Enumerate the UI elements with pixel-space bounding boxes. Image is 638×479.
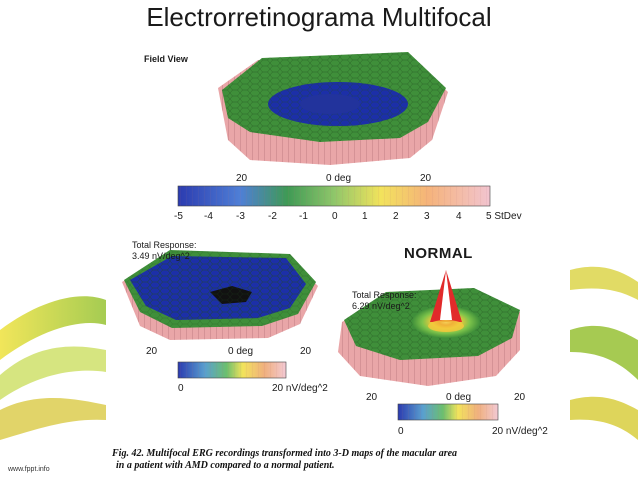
normal-axis-right: 20 <box>514 392 526 403</box>
stdev-tick: 4 <box>456 211 462 222</box>
caption-line-2: in a patient with AMD compared to a norm… <box>116 460 335 471</box>
top-axis-center: 0 deg <box>326 173 352 184</box>
normal-axis-center: 0 deg <box>446 392 472 403</box>
normal-scale-max: 20 nV/deg^2 <box>492 426 548 437</box>
amd-axis-center: 0 deg <box>228 346 254 357</box>
top-axis-right: 20 <box>420 173 432 184</box>
field-view-label: Field View <box>144 54 188 64</box>
slide-title: Electrorretinograma Multifocal <box>146 2 492 32</box>
top-axis-left: 20 <box>236 173 248 184</box>
stdev-tick: 1 <box>362 211 368 222</box>
stdev-tick: -5 <box>174 211 183 222</box>
amd-axis-left: 20 <box>146 346 158 357</box>
stdev-tick: -4 <box>204 211 213 222</box>
normal-title: NORMAL <box>404 245 473 262</box>
stdev-tick: -3 <box>236 211 245 222</box>
stdev-tick: 2 <box>393 211 399 222</box>
amd-scale-min: 0 <box>178 383 184 394</box>
normal-scale-min: 0 <box>398 426 404 437</box>
stdev-tick: 5 StDev <box>486 211 522 222</box>
stdev-tick: -1 <box>299 211 308 222</box>
normal-response-label: Total Response: <box>352 290 417 300</box>
stdev-tick: 0 <box>332 211 338 222</box>
amd-scale-max: 20 nV/deg^2 <box>272 383 328 394</box>
field-view-map <box>218 52 448 165</box>
amd-axis-right: 20 <box>300 346 312 357</box>
amd-response-label: Total Response: <box>132 240 197 250</box>
figure-caption: Fig. 42. Multifocal ERG recordings trans… <box>112 448 582 472</box>
amd-response-value: 3.49 nV/deg^2 <box>132 251 190 261</box>
stdev-tick: -2 <box>268 211 277 222</box>
normal-map <box>338 270 520 386</box>
caption-line-1: Fig. 42. Multifocal ERG recordings trans… <box>112 448 458 459</box>
amd-map <box>122 250 318 340</box>
stdev-tick: 3 <box>424 211 430 222</box>
normal-axis-left: 20 <box>366 392 378 403</box>
footer-url[interactable]: www.fppt.info <box>8 466 50 473</box>
normal-response-value: 6.29 nV/deg^2 <box>352 301 410 311</box>
